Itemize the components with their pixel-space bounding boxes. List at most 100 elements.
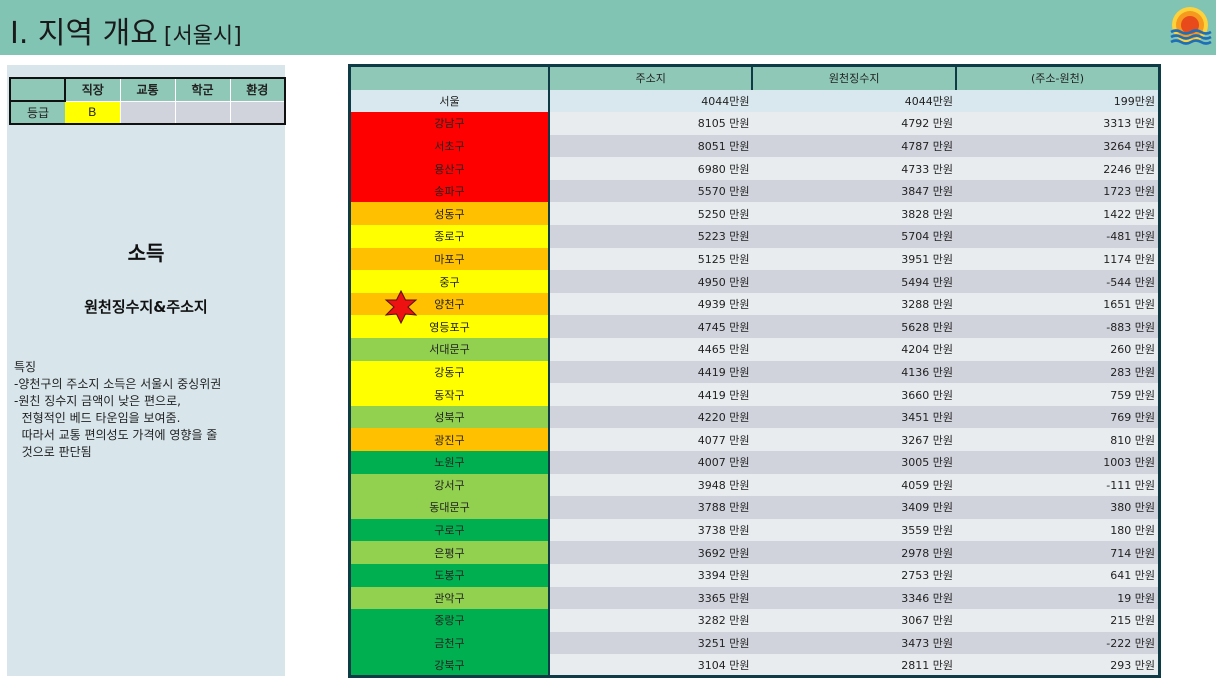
district-name-cell: 서대문구 (349, 338, 550, 361)
header-district (349, 65, 549, 90)
district-name-cell: 용산구 (349, 157, 550, 180)
difference-cell: 759 만원 (955, 383, 1160, 406)
district-name-cell: 중랑구 (349, 609, 550, 632)
residence-income-cell: 6980 만원 (548, 157, 753, 180)
table-row: 은평구 3692 만원 2978 만원 714 만원 (349, 541, 1160, 564)
table-row: 양천구 4939 만원 3288 만원 1651 만원 (349, 292, 1160, 316)
difference-cell: 1723 만원 (955, 179, 1160, 203)
district-name-cell: 마포구 (349, 247, 550, 271)
withholding-income-cell: 4204 만원 (752, 338, 956, 361)
section-subheading: 원천징수지&주소지 (84, 298, 208, 316)
withholding-income-cell: 5704 만원 (752, 225, 956, 248)
difference-cell: 180 만원 (955, 518, 1160, 542)
withholding-income-cell: 4787 만원 (752, 134, 956, 158)
grade-value-job: B (65, 100, 120, 125)
grade-col-school: 학군 (174, 77, 230, 101)
withholding-income-cell: 2753 만원 (752, 563, 956, 587)
residence-income-cell: 3394 만원 (548, 563, 753, 587)
withholding-income-cell: 3005 만원 (752, 451, 956, 474)
residence-income-cell: 3282 만원 (548, 609, 753, 632)
table-row: 마포구 5125 만원 3951 만원 1174 만원 (349, 247, 1160, 271)
difference-cell: 283 만원 (955, 360, 1160, 384)
district-name-cell: 송파구 (349, 179, 550, 203)
residence-income-cell: 3692 만원 (548, 541, 753, 564)
withholding-income-cell: 2811 만원 (752, 654, 956, 677)
residence-income-cell: 3788 만원 (548, 496, 753, 519)
grade-table: 직장 교통 학군 환경 등급 B (9, 77, 286, 125)
district-name-cell: 강서구 (349, 473, 550, 497)
district-name-cell: 노원구 (349, 451, 550, 474)
withholding-income-cell: 3828 만원 (752, 202, 956, 226)
withholding-income-cell: 3451 만원 (752, 405, 956, 429)
residence-income-cell: 3365 만원 (548, 586, 753, 610)
section-heading: 소득 (127, 241, 165, 265)
difference-cell: 293 만원 (955, 654, 1160, 677)
withholding-income-cell: 5494 만원 (752, 270, 956, 293)
residence-income-cell: 4745 만원 (548, 315, 753, 339)
table-row: 도봉구 3394 만원 2753 만원 641 만원 (349, 563, 1160, 587)
residence-income-cell: 4950 만원 (548, 270, 753, 293)
difference-cell: 1422 만원 (955, 202, 1160, 226)
residence-income-cell: 3948 만원 (548, 473, 753, 497)
table-row: 동대문구 3788 만원 3409 만원 380 만원 (349, 496, 1160, 519)
district-name-cell: 광진구 (349, 428, 550, 451)
withholding-income-cell: 3559 만원 (752, 518, 956, 542)
district-name-cell: 서초구 (349, 134, 550, 158)
table-row: 강서구 3948 만원 4059 만원 -111 만원 (349, 473, 1160, 497)
residence-income-cell: 4465 만원 (548, 338, 753, 361)
table-row: 송파구 5570 만원 3847 만원 1723 만원 (349, 179, 1160, 203)
residence-income-cell: 4077 만원 (548, 428, 753, 451)
difference-cell: -111 만원 (955, 473, 1160, 497)
table-row: 구로구 3738 만원 3559 만원 180 만원 (349, 518, 1160, 542)
table-row: 서울 4044만원 4044만원 199만원 (349, 89, 1160, 113)
residence-income-cell: 3104 만원 (548, 654, 753, 677)
residence-income-cell: 8105 만원 (548, 112, 753, 135)
difference-cell: 215 만원 (955, 609, 1160, 632)
difference-cell: -481 만원 (955, 225, 1160, 248)
table-row: 성북구 4220 만원 3451 만원 769 만원 (349, 405, 1160, 429)
table-row: 관악구 3365 만원 3346 만원 19 만원 (349, 586, 1160, 610)
difference-cell: -544 만원 (955, 270, 1160, 293)
grade-value-transport (119, 100, 175, 125)
residence-income-cell: 5250 만원 (548, 202, 753, 226)
red-star-marker-icon (384, 290, 418, 324)
difference-cell: 769 만원 (955, 405, 1160, 429)
difference-cell: 714 만원 (955, 541, 1160, 564)
difference-cell: 1174 만원 (955, 247, 1160, 271)
district-name-cell: 성북구 (349, 405, 550, 429)
withholding-income-cell: 4733 만원 (752, 157, 956, 180)
withholding-income-cell: 3267 만원 (752, 428, 956, 451)
district-name-cell: 도봉구 (349, 563, 550, 587)
residence-income-cell: 4419 만원 (548, 383, 753, 406)
table-row: 영등포구 4745 만원 5628 만원 -883 만원 (349, 315, 1160, 339)
table-row: 광진구 4077 만원 3267 만원 810 만원 (349, 428, 1160, 451)
withholding-income-cell: 3847 만원 (752, 179, 956, 203)
header-difference: (주소-원천) (954, 65, 1160, 90)
summary-panel (7, 65, 285, 676)
difference-cell: 3313 만원 (955, 112, 1160, 135)
withholding-income-cell: 4044만원 (752, 89, 956, 113)
difference-cell: 19 만원 (955, 586, 1160, 610)
withholding-income-cell: 3473 만원 (752, 631, 956, 655)
table-row: 중랑구 3282 만원 3067 만원 215 만원 (349, 609, 1160, 632)
district-name-cell: 종로구 (349, 225, 550, 248)
grade-value-school (174, 100, 230, 125)
district-name-cell: 강동구 (349, 360, 550, 384)
withholding-income-cell: 4792 만원 (752, 112, 956, 135)
table-row: 강남구 8105 만원 4792 만원 3313 만원 (349, 112, 1160, 135)
withholding-income-cell: 3346 만원 (752, 586, 956, 610)
grade-table-corner (9, 77, 66, 102)
district-name-cell: 동대문구 (349, 496, 550, 519)
difference-cell: 641 만원 (955, 563, 1160, 587)
district-name-cell: 금천구 (349, 631, 550, 655)
title-bar: I. 지역 개요 [서울시] (0, 0, 1216, 55)
residence-income-cell: 4044만원 (548, 89, 753, 113)
grade-row-label: 등급 (9, 100, 65, 125)
notes-line: 따라서 교통 편의성도 가격에 영향을 줄 (14, 428, 218, 442)
title-main: I. 지역 개요 (10, 16, 158, 51)
difference-cell: 380 만원 (955, 496, 1160, 519)
header-residence-income: 주소지 (547, 65, 753, 90)
table-row: 금천구 3251 만원 3473 만원 -222 만원 (349, 631, 1160, 655)
table-row: 성동구 5250 만원 3828 만원 1422 만원 (349, 202, 1160, 226)
district-name-cell: 관악구 (349, 586, 550, 610)
